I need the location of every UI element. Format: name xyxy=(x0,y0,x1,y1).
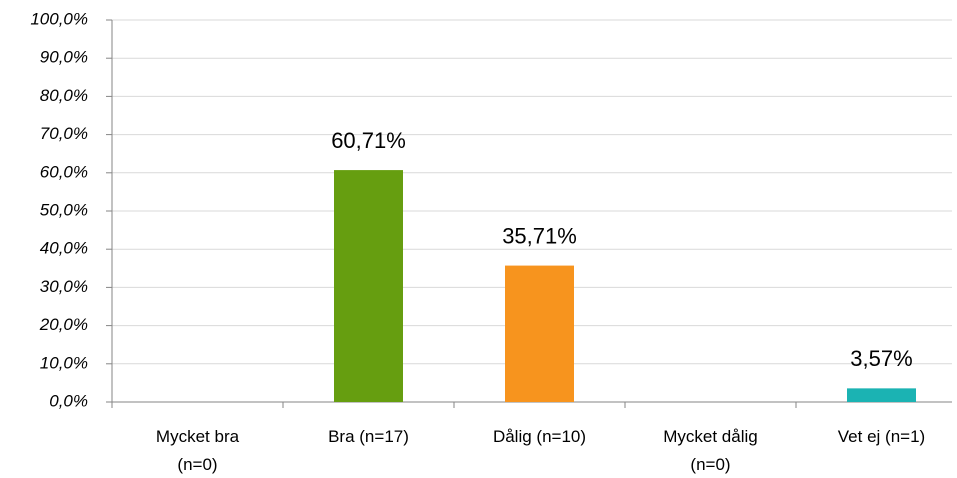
data-label: 3,57% xyxy=(850,346,912,371)
bar xyxy=(334,170,403,402)
y-tick-label: 90,0% xyxy=(40,48,88,67)
y-tick-label: 10,0% xyxy=(40,353,88,372)
y-tick-label: 80,0% xyxy=(40,86,88,105)
y-tick-label: 30,0% xyxy=(40,277,88,296)
x-tick-label: Mycket dålig (n=0) xyxy=(663,427,757,474)
y-tick-label: 60,0% xyxy=(40,162,88,181)
x-tick-label: Bra (n=17) xyxy=(328,427,409,446)
y-tick-label: 50,0% xyxy=(40,200,88,219)
x-tick-label: Dålig (n=10) xyxy=(493,427,586,446)
data-label: 60,71% xyxy=(331,128,406,153)
x-tick-label: Mycket bra (n=0) xyxy=(156,427,240,474)
y-tick-label: 70,0% xyxy=(40,124,88,143)
bar xyxy=(847,388,916,402)
x-tick-label: Vet ej (n=1) xyxy=(838,427,925,446)
y-tick-label: 40,0% xyxy=(40,239,88,258)
bar xyxy=(505,265,574,402)
data-label: 35,71% xyxy=(502,223,577,248)
y-tick-label: 0,0% xyxy=(49,391,88,410)
y-tick-label: 100,0% xyxy=(30,9,88,28)
y-tick-label: 20,0% xyxy=(39,315,88,334)
